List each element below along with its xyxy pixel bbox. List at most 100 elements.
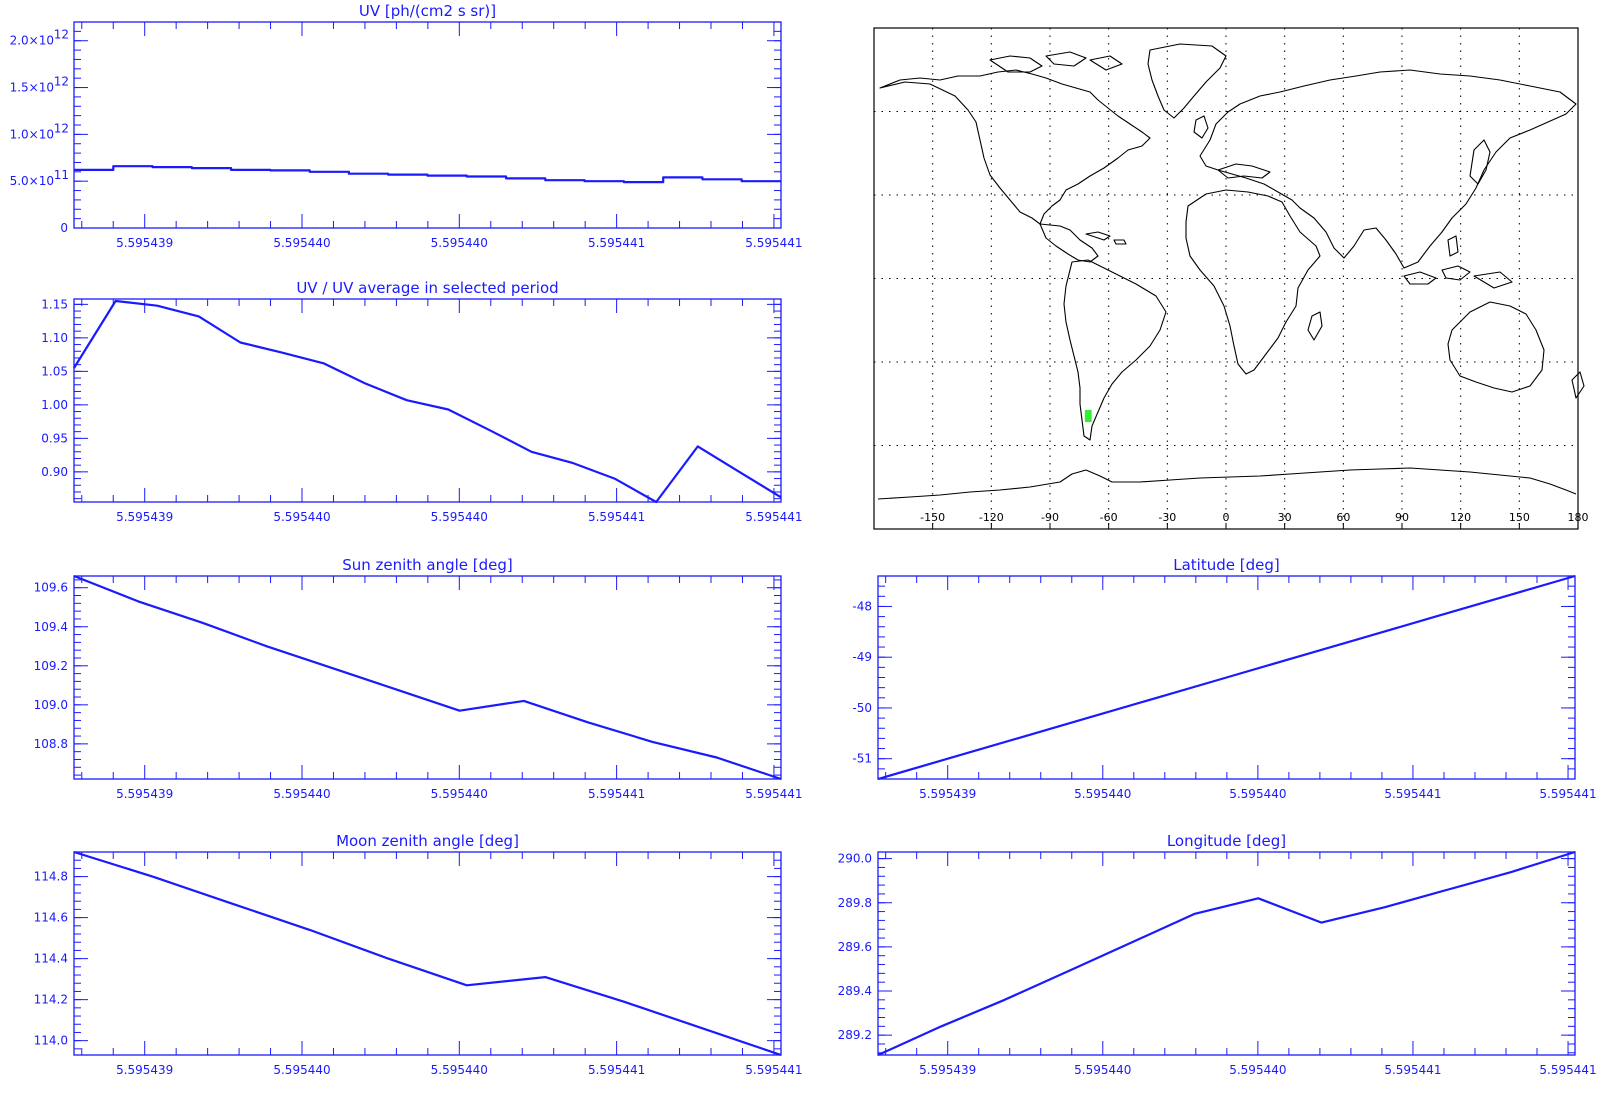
x-tick-label: 5.595439 (919, 787, 976, 801)
y-tick-exponent: 12 (54, 121, 69, 135)
y-tick-label: 1.10 (41, 331, 68, 345)
map-grid (874, 28, 1578, 529)
y-tick-label: 114.4 (34, 952, 68, 966)
coast-mediterranean (1217, 163, 1271, 179)
orbit-track-marker (1084, 409, 1092, 423)
plot-frame (73, 298, 782, 503)
plot-frame (73, 575, 782, 780)
lon-tick-label: -90 (1041, 511, 1059, 524)
y-tick-label: 1.5×10 (10, 81, 54, 95)
lon-tick-label: -150 (920, 511, 945, 524)
x-tick-label: 5.595440 (431, 1063, 488, 1077)
y-tick-label: 109.6 (34, 581, 68, 595)
uv-ratio-panel: UV / UV average in selected period 0.90 0.… (41, 279, 802, 524)
lon-tick-label: -120 (979, 511, 1004, 524)
y-tick-label: 109.0 (34, 698, 68, 712)
lon-tick-label: 120 (1450, 511, 1471, 524)
moon-zenith-panel: Moon zenith angle [deg] 114.0 114.2 114.4 11… (34, 832, 803, 1077)
coast-africa (1185, 189, 1321, 375)
x-tick-label: 5.595440 (1074, 1063, 1131, 1077)
x-tick-label: 5.595441 (745, 236, 802, 250)
y-tick-label: 289.2 (838, 1028, 872, 1042)
series-line (73, 850, 782, 1057)
plot-frame (73, 851, 782, 1056)
coast-caribbean (1085, 231, 1127, 245)
y-tick-label: 109.2 (34, 659, 68, 673)
coast-eurasia (1199, 69, 1577, 269)
lon-tick-label: 90 (1395, 511, 1409, 524)
y-tick-label: 289.8 (838, 896, 872, 910)
sun-zenith-panel: Sun zenith angle [deg] 108.8 109.0 109.2 109… (34, 556, 803, 801)
x-tick-label: 5.595441 (588, 787, 645, 801)
x-tick-label: 5.595441 (745, 787, 802, 801)
coast-british-isles (1193, 115, 1209, 139)
plot-frame (73, 21, 782, 229)
y-tick-label: 2.0×10 (10, 34, 54, 48)
x-tick-label: 5.595440 (273, 1063, 330, 1077)
coast-south-america (1063, 259, 1167, 441)
lon-tick-label: 150 (1509, 511, 1530, 524)
x-tick-label: 5.595441 (1384, 1063, 1441, 1077)
y-tick-label: 1.05 (41, 364, 68, 378)
coast-japan (1469, 139, 1491, 185)
series-line (73, 574, 782, 781)
y-tick-exponent: 12 (54, 28, 69, 42)
uv-panel: UV [ph/(cm2 s sr)]05.0×10 111.0×10 121.5×1… (10, 2, 803, 250)
x-tick-label: 5.595441 (588, 236, 645, 250)
coast-arctic-islands (989, 51, 1123, 73)
plot-title: Sun zenith angle [deg] (342, 556, 513, 574)
y-tick-label: 290.0 (838, 852, 872, 866)
x-tick-label: 5.595439 (116, 236, 173, 250)
y-tick-label: 1.0×10 (10, 127, 54, 141)
coast-new-zealand (1571, 371, 1585, 399)
x-tick-label: 5.595440 (1074, 787, 1131, 801)
lon-tick-label: 60 (1336, 511, 1350, 524)
x-tick-label: 5.595441 (588, 1063, 645, 1077)
world-map: -150 -120 -90 -60 -30 0 30 60 90 120 150 180 (873, 27, 1589, 530)
y-tick-label: -49 (852, 650, 872, 664)
lon-tick-label: 30 (1278, 511, 1292, 524)
y-tick-label: 289.6 (838, 940, 872, 954)
y-tick-label: 1.00 (41, 398, 68, 412)
lon-tick-label: -30 (1158, 511, 1176, 524)
latitude-panel: Latitude [deg] -51 -50 -49 -48 5.595439 5.5954… (852, 556, 1596, 801)
series-line (877, 574, 1576, 781)
longitude-panel: Longitude [deg] 289.2 289.4 289.6 289.8 290.0… (838, 832, 1597, 1077)
coast-greenland (1147, 43, 1227, 119)
x-tick-label: 5.595439 (116, 1063, 173, 1077)
longitude-tick-labels: -150 -120 -90 -60 -30 0 30 60 90 120 150 180 (920, 511, 1589, 529)
x-tick-label: 5.595439 (919, 1063, 976, 1077)
coast-central-america (1039, 223, 1099, 263)
x-tick-label: 5.595440 (431, 236, 488, 250)
y-tick-label: 108.8 (34, 737, 68, 751)
coast-antarctica (877, 467, 1577, 500)
y-tick-label: 0.95 (41, 431, 68, 445)
y-tick-exponent: 11 (54, 168, 69, 182)
y-tick-label: 114.6 (34, 911, 68, 925)
y-tick-label: 289.4 (838, 984, 872, 998)
coast-madagascar (1307, 311, 1323, 341)
lon-tick-label: 180 (1568, 511, 1589, 524)
series-line (877, 850, 1576, 1057)
y-tick-label: 114.0 (34, 1034, 68, 1048)
x-tick-label: 5.595441 (745, 1063, 802, 1077)
plot-title: Latitude [deg] (1173, 556, 1279, 574)
plot-title: Moon zenith angle [deg] (336, 832, 519, 850)
y-tick-label: -51 (852, 752, 872, 766)
y-tick-label: -48 (852, 599, 872, 613)
y-tick-label: 1.15 (41, 297, 68, 311)
x-tick-label: 5.595441 (1384, 787, 1441, 801)
x-tick-label: 5.595440 (273, 787, 330, 801)
series-line (73, 299, 782, 504)
x-tick-label: 5.595441 (745, 510, 802, 524)
x-tick-label: 5.595440 (273, 510, 330, 524)
y-tick-exponent: 12 (54, 75, 69, 89)
x-tick-label: 5.595439 (116, 787, 173, 801)
coastlines (877, 43, 1585, 500)
y-tick-label: 5.0×10 (10, 174, 54, 188)
plot-title: UV [ph/(cm2 s sr)] (359, 2, 496, 20)
y-tick-label: 114.2 (34, 993, 68, 1007)
y-tick-label: 109.4 (34, 620, 68, 634)
coast-australia (1447, 301, 1545, 393)
